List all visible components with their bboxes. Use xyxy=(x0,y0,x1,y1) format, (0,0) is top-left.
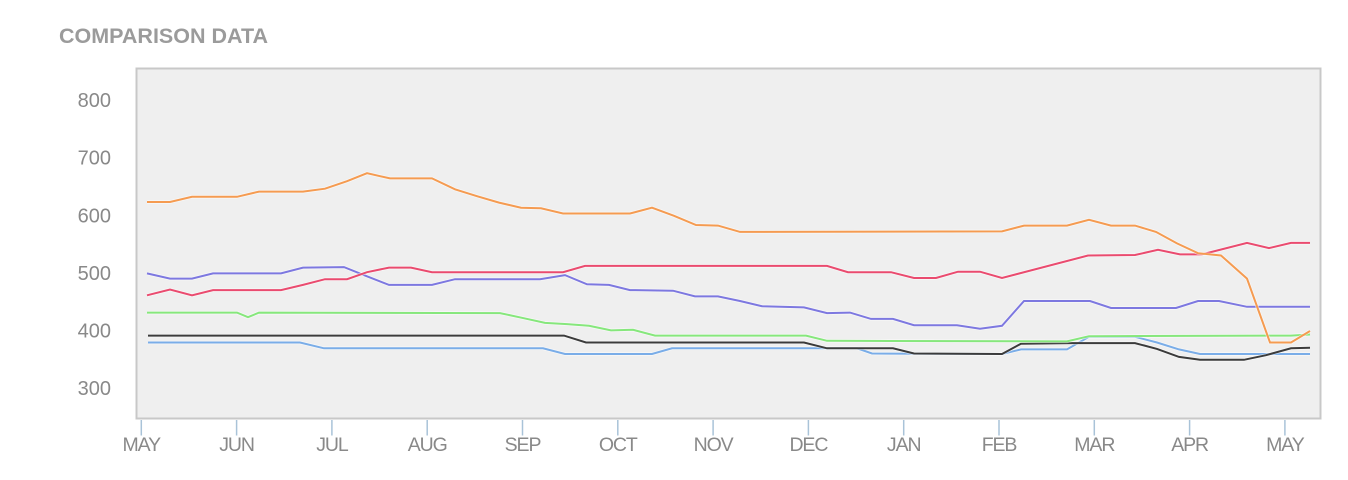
svg-text:600: 600 xyxy=(78,205,111,227)
svg-text:OCT: OCT xyxy=(599,434,638,456)
svg-text:JUN: JUN xyxy=(219,434,254,456)
svg-text:SEP: SEP xyxy=(505,434,541,456)
svg-text:500: 500 xyxy=(78,263,111,285)
svg-text:DEC: DEC xyxy=(789,434,828,456)
svg-text:700: 700 xyxy=(78,148,111,170)
svg-text:JAN: JAN xyxy=(887,434,921,456)
svg-text:400: 400 xyxy=(78,321,111,343)
svg-text:APR: APR xyxy=(1171,434,1209,456)
svg-text:300: 300 xyxy=(78,378,111,400)
svg-text:800: 800 xyxy=(78,90,111,112)
svg-text:NOV: NOV xyxy=(694,434,734,456)
svg-text:MAY: MAY xyxy=(1266,434,1305,456)
svg-text:MAR: MAR xyxy=(1074,434,1115,456)
svg-text:JUL: JUL xyxy=(316,434,349,456)
svg-text:FEB: FEB xyxy=(982,434,1017,456)
svg-text:MAY: MAY xyxy=(123,434,162,456)
svg-text:AUG: AUG xyxy=(408,434,447,456)
